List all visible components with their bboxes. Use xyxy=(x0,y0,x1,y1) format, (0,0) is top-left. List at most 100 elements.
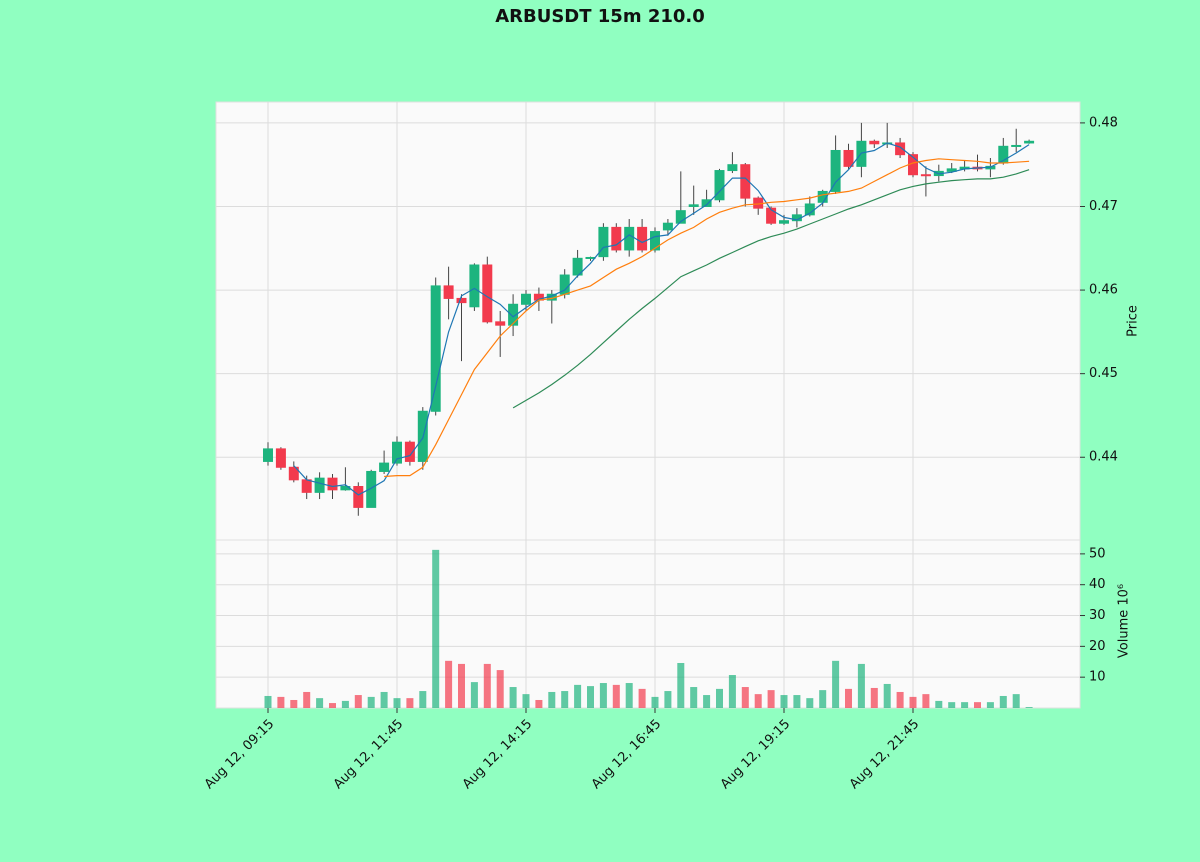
volume-bar xyxy=(354,695,362,708)
y-tick-label: 0.44 xyxy=(1089,450,1118,465)
volume-bar xyxy=(290,699,298,708)
volume-bar xyxy=(264,695,272,708)
candle-body xyxy=(430,285,441,412)
volume-bar xyxy=(832,660,840,708)
volume-bar xyxy=(1025,707,1033,708)
volume-bar xyxy=(535,699,543,708)
candle-body xyxy=(263,448,273,462)
y-tick-label: 0.45 xyxy=(1089,366,1118,381)
volume-bar xyxy=(922,694,930,708)
candle-body xyxy=(637,226,648,251)
volume-bar xyxy=(406,698,414,708)
candle-body xyxy=(740,164,751,199)
volume-bar xyxy=(716,688,723,708)
volume-bar xyxy=(625,683,633,708)
volume-bar xyxy=(316,698,324,708)
candle-body xyxy=(288,466,299,481)
candle-body xyxy=(895,142,906,156)
volume-bar xyxy=(393,698,401,708)
candle-body xyxy=(650,231,660,251)
volume-bar xyxy=(754,694,762,708)
volume-bar xyxy=(419,691,427,708)
candle-body xyxy=(1024,140,1035,144)
volume-bar xyxy=(909,696,917,708)
candle-body xyxy=(404,441,415,462)
volume-axis-label: Volume 10⁶ xyxy=(1117,584,1132,658)
candle-body xyxy=(920,174,931,177)
volume-bar xyxy=(948,702,956,708)
candle-body xyxy=(624,226,635,251)
candle-body xyxy=(869,140,880,145)
volume-bar xyxy=(935,700,943,708)
candle-body xyxy=(727,164,738,172)
volume-bar xyxy=(961,702,969,708)
volume-bar xyxy=(612,684,620,708)
volume-bar xyxy=(599,683,607,708)
y-tick-label: 20 xyxy=(1089,639,1106,654)
y-tick-label: 0.47 xyxy=(1089,199,1118,214)
volume-bar xyxy=(458,663,465,708)
y-tick-label: 0.48 xyxy=(1089,115,1118,130)
moving-average-line xyxy=(384,158,1030,478)
volume-bar xyxy=(741,687,749,708)
candle-body xyxy=(585,256,596,259)
y-tick-label: 50 xyxy=(1089,546,1106,561)
chart-title: ARBUSDT 15m 210.0 xyxy=(495,6,705,27)
candle-body xyxy=(714,170,725,201)
candle-body xyxy=(353,486,364,508)
candle-body xyxy=(327,477,338,491)
volume-bar xyxy=(445,660,453,708)
candle-body xyxy=(392,441,402,464)
volume-bar xyxy=(1012,694,1020,708)
volume-bar xyxy=(845,688,852,708)
candle-body xyxy=(779,220,789,224)
candle-body xyxy=(675,210,686,224)
volume-bar xyxy=(329,703,336,708)
candle-body xyxy=(379,462,390,472)
volume-bar xyxy=(303,691,311,708)
candle-body xyxy=(843,149,854,167)
candle-body xyxy=(611,226,622,251)
candle-body xyxy=(508,303,519,326)
volume-bar xyxy=(870,687,878,708)
candle-body xyxy=(1011,144,1022,147)
candle-body xyxy=(946,168,957,172)
moving-average-line xyxy=(512,169,1030,409)
volume-bar xyxy=(496,670,504,708)
volume-bar xyxy=(986,702,994,708)
volume-bar xyxy=(780,695,788,708)
volume-bar xyxy=(522,694,530,708)
x-tick-label: Aug 12, 16:45 xyxy=(589,717,665,793)
candle-body xyxy=(456,297,467,304)
volume-bar xyxy=(806,698,814,708)
candle-body xyxy=(521,293,531,305)
candle-body xyxy=(469,264,480,308)
volume-bar xyxy=(883,683,891,708)
volume-bar xyxy=(561,691,569,708)
volume-bar xyxy=(999,695,1007,708)
volume-bar xyxy=(728,675,736,708)
candle-body xyxy=(301,479,312,493)
candle-body xyxy=(482,264,493,323)
candle-body xyxy=(701,199,712,207)
volume-bar xyxy=(974,702,981,708)
candle-body xyxy=(688,204,699,207)
candle-body xyxy=(662,222,673,231)
x-tick-label: Aug 12, 09:15 xyxy=(202,717,278,793)
volume-bar xyxy=(380,691,388,708)
moving-average-line xyxy=(293,142,1030,496)
volume-bar xyxy=(587,686,594,708)
candle-body xyxy=(366,470,377,508)
candle-body xyxy=(598,226,609,258)
volume-bar xyxy=(767,690,775,708)
volume-bar xyxy=(638,688,646,708)
volume-bar xyxy=(367,696,375,708)
x-tick-label: Aug 12, 11:45 xyxy=(331,717,407,793)
candle-body xyxy=(275,448,286,468)
candle-body xyxy=(495,321,506,326)
candle-body xyxy=(830,149,841,192)
candle-body xyxy=(443,285,454,299)
volume-bar xyxy=(793,695,801,708)
